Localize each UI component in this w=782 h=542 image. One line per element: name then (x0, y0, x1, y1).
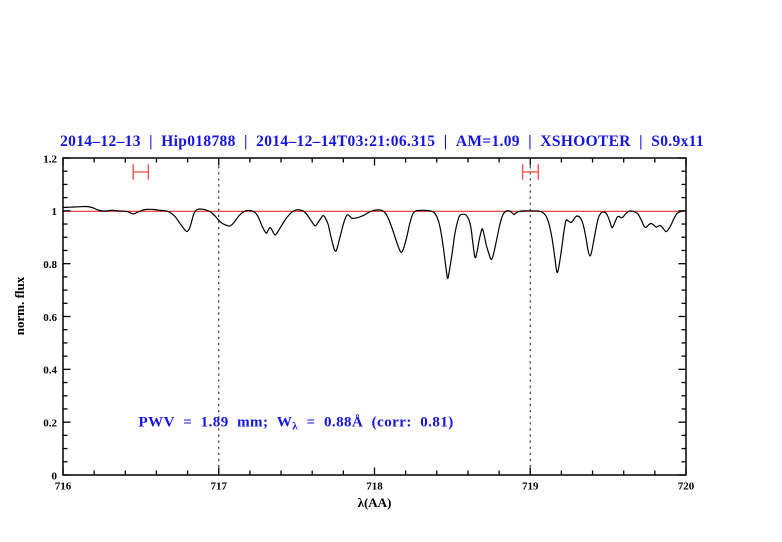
svg-text:716: 716 (55, 481, 72, 493)
svg-text:1: 1 (52, 206, 58, 218)
svg-text:0: 0 (52, 470, 58, 482)
svg-text:717: 717 (211, 481, 228, 493)
svg-text:1.2: 1.2 (43, 153, 57, 165)
svg-text:719: 719 (522, 481, 539, 493)
svg-text:0.6: 0.6 (43, 312, 57, 324)
svg-text:norm. flux: norm. flux (12, 276, 27, 335)
svg-text:2014–12–13 | Hip018788 | 2: 2014–12–13 | Hip018788 | 2014–12–14T03:2… (60, 133, 704, 150)
svg-text:PWV = 1.89 mm; Wλ = 0.88: PWV = 1.89 mm; Wλ = 0.88Å (corr: 0.81) (139, 415, 454, 433)
svg-text:718: 718 (366, 481, 383, 493)
svg-text:0.8: 0.8 (43, 259, 57, 271)
svg-text:720: 720 (678, 481, 695, 493)
svg-text:λ(AA): λ(AA) (358, 495, 392, 510)
svg-text:0.4: 0.4 (43, 365, 57, 377)
svg-text:0.2: 0.2 (43, 418, 57, 430)
